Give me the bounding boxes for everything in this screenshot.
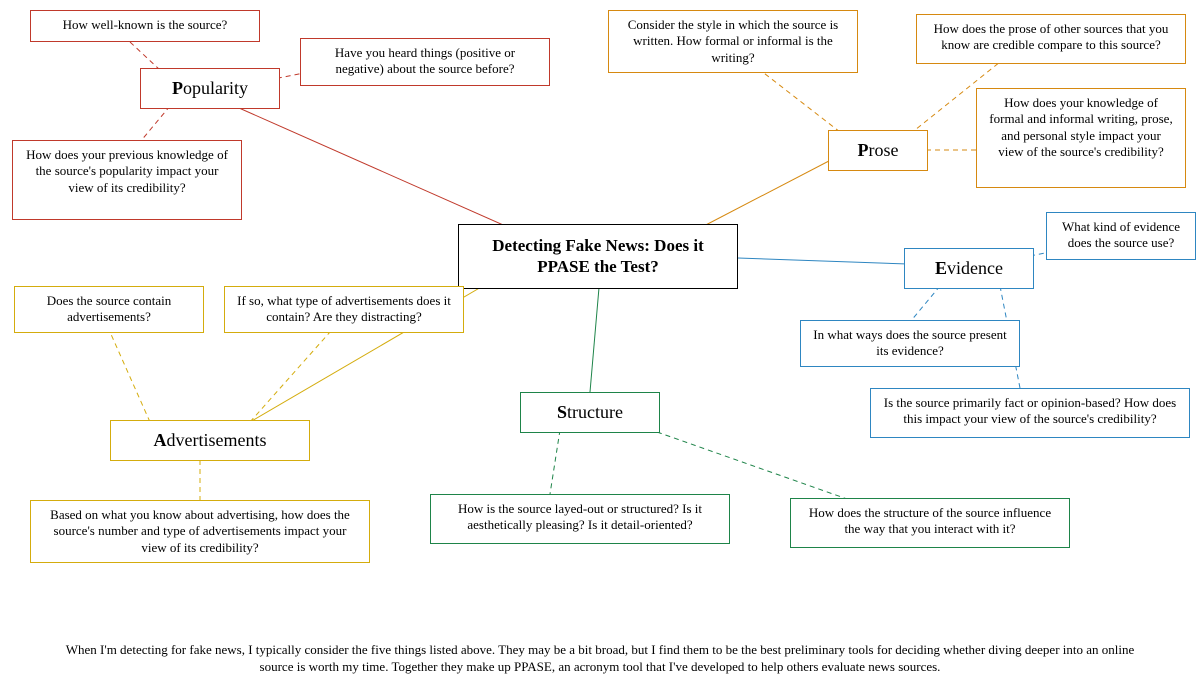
- question-evidence-2: Is the source primarily fact or opinion-…: [870, 388, 1190, 438]
- question-structure-1: How does the structure of the source inf…: [790, 498, 1070, 548]
- question-prose-1: How does the prose of other sources that…: [916, 14, 1186, 64]
- question-advertisements-0: Does the source contain advertisements?: [14, 286, 204, 333]
- category-evidence: Evidence: [904, 248, 1034, 289]
- question-popularity-0: How well-known is the source?: [30, 10, 260, 42]
- question-popularity-1: Have you heard things (positive or negat…: [300, 38, 550, 86]
- category-advertisements: Advertisements: [110, 420, 310, 461]
- central-title: Detecting Fake News: Does it PPASE the T…: [458, 224, 738, 289]
- question-structure-0: How is the source layed-out or structure…: [430, 494, 730, 544]
- category-prose: Prose: [828, 130, 928, 171]
- footer-text: When I'm detecting for fake news, I typi…: [60, 641, 1140, 676]
- question-prose-0: Consider the style in which the source i…: [608, 10, 858, 73]
- question-evidence-0: What kind of evidence does the source us…: [1046, 212, 1196, 260]
- category-popularity: Popularity: [140, 68, 280, 109]
- question-advertisements-1: If so, what type of advertisements does …: [224, 286, 464, 333]
- category-structure: Structure: [520, 392, 660, 433]
- question-advertisements-2: Based on what you know about advertising…: [30, 500, 370, 563]
- question-prose-2: How does your knowledge of formal and in…: [976, 88, 1186, 188]
- diagram-container: Detecting Fake News: Does it PPASE the T…: [0, 0, 1200, 684]
- question-popularity-2: How does your previous knowledge of the …: [12, 140, 242, 220]
- question-evidence-1: In what ways does the source present its…: [800, 320, 1020, 367]
